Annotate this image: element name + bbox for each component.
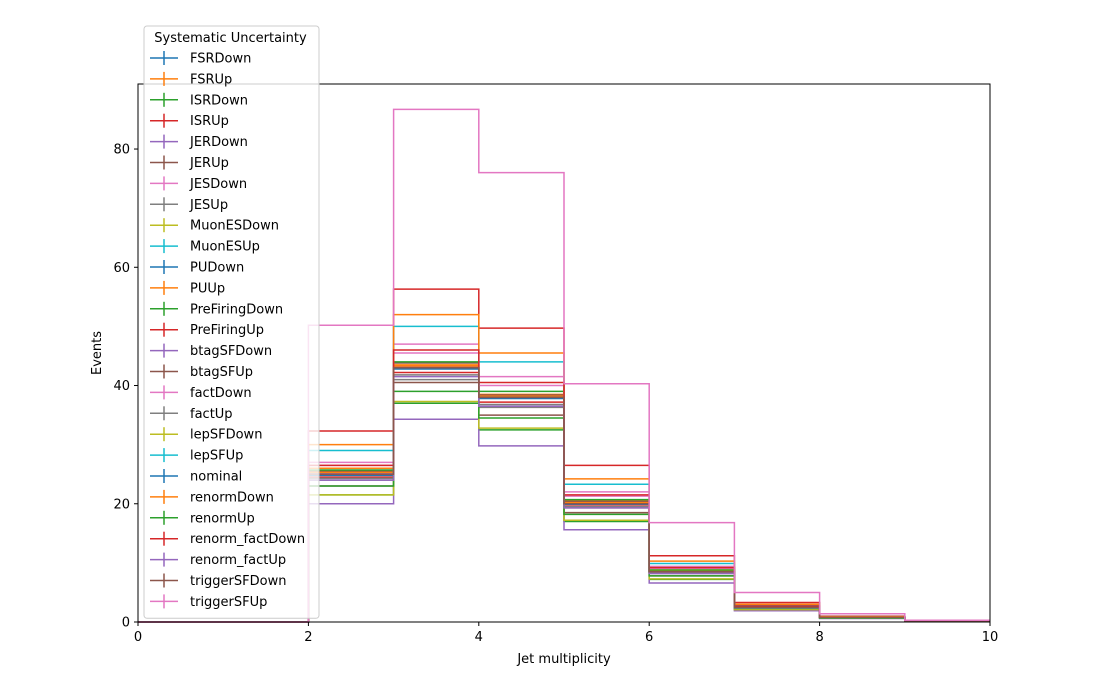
legend-label: lepSFDown xyxy=(190,428,262,443)
y-axis-label: Events xyxy=(90,331,105,375)
legend-label: renorm_factDown xyxy=(190,532,305,547)
x-axis-label: Jet multiplicity xyxy=(516,652,611,667)
legend-item-MuonESUp: MuonESUp xyxy=(150,239,260,255)
y-tick-label: 0 xyxy=(122,616,130,631)
legend-item-factDown: factDown xyxy=(150,385,252,401)
legend: Systematic Uncertainty FSRDown FSRUp ISRDow… xyxy=(143,25,320,619)
legend-item-PUUp: PUUp xyxy=(150,280,225,296)
legend-item-renormDown: renormDown xyxy=(150,489,274,505)
legend-item-MuonESDown: MuonESDown xyxy=(150,218,279,234)
legend-item-JESUp: JESUp xyxy=(150,197,228,213)
legend-item-ISRUp: ISRUp xyxy=(150,113,229,129)
legend-label: ISRDown xyxy=(190,93,248,108)
legend-title: Systematic Uncertainty xyxy=(154,31,307,46)
legend-label: FSRDown xyxy=(190,52,251,67)
legend-label: renormDown xyxy=(190,490,274,505)
x-tick-label: 0 xyxy=(134,630,142,645)
y-tick-label: 20 xyxy=(113,497,130,512)
legend-item-JERDown: JERDown xyxy=(150,134,248,150)
legend-box xyxy=(143,25,320,619)
y-tick-label: 40 xyxy=(113,379,130,394)
legend-item-btagSFUp: btagSFUp xyxy=(150,364,253,380)
y-tick-label: 60 xyxy=(113,261,130,276)
legend-item-FSRUp: FSRUp xyxy=(150,71,232,87)
legend-label: JERDown xyxy=(189,135,248,150)
x-tick-label: 2 xyxy=(304,630,312,645)
x-tick-label: 8 xyxy=(815,630,823,645)
legend-item-ISRDown: ISRDown xyxy=(150,92,248,108)
legend-item-PUDown: PUDown xyxy=(150,260,244,276)
legend-label: PreFiringUp xyxy=(190,323,264,338)
legend-item-triggerSFDown: triggerSFDown xyxy=(150,573,286,589)
legend-label: FSRUp xyxy=(190,72,232,87)
legend-label: JESDown xyxy=(189,177,247,192)
legend-label: btagSFDown xyxy=(190,344,272,359)
legend-label: triggerSFDown xyxy=(190,574,286,589)
legend-label: factDown xyxy=(190,386,252,401)
legend-label: PUUp xyxy=(190,281,225,296)
x-tick-label: 6 xyxy=(645,630,653,645)
legend-label: MuonESUp xyxy=(190,240,260,255)
legend-label: PUDown xyxy=(190,261,244,276)
legend-item-nominal: nominal xyxy=(150,469,242,485)
legend-item-btagSFDown: btagSFDown xyxy=(150,343,272,359)
legend-item-triggerSFUp: triggerSFUp xyxy=(150,594,267,610)
legend-label: nominal xyxy=(190,470,242,485)
legend-label: JERUp xyxy=(189,156,229,171)
x-tick-label: 4 xyxy=(475,630,483,645)
legend-item-renorm_factUp: renorm_factUp xyxy=(150,552,286,568)
x-tick-label: 10 xyxy=(982,630,999,645)
legend-label: factUp xyxy=(190,407,233,422)
plot-frame xyxy=(137,83,991,623)
axes-layer: 0 2 4 6 8 10 0 20 40 60 80 Jet multiplicity Events xyxy=(90,83,999,667)
legend-label: PreFiringDown xyxy=(190,302,283,317)
legend-label: MuonESDown xyxy=(190,219,279,234)
legend-label: lepSFUp xyxy=(190,449,243,464)
y-tick-label: 80 xyxy=(113,143,130,158)
legend-label: renormUp xyxy=(190,511,255,526)
legend-item-JESDown: JESDown xyxy=(150,176,247,192)
legend-label: JESUp xyxy=(189,198,228,213)
legend-item-renorm_factDown: renorm_factDown xyxy=(150,531,305,547)
legend-item-FSRDown: FSRDown xyxy=(150,51,251,67)
legend-item-PreFiringUp: PreFiringUp xyxy=(150,322,264,338)
legend-item-lepSFDown: lepSFDown xyxy=(150,427,262,443)
legend-item-JERUp: JERUp xyxy=(150,155,229,171)
legend-label: ISRUp xyxy=(190,114,229,129)
legend-item-PreFiringDown: PreFiringDown xyxy=(150,301,283,317)
legend-label: renorm_factUp xyxy=(190,553,286,568)
legend-item-renormUp: renormUp xyxy=(150,510,255,526)
legend-label: btagSFUp xyxy=(190,365,253,380)
legend-item-lepSFUp: lepSFUp xyxy=(150,448,243,464)
legend-item-factUp: factUp xyxy=(150,406,233,422)
legend-label: triggerSFUp xyxy=(190,595,267,610)
